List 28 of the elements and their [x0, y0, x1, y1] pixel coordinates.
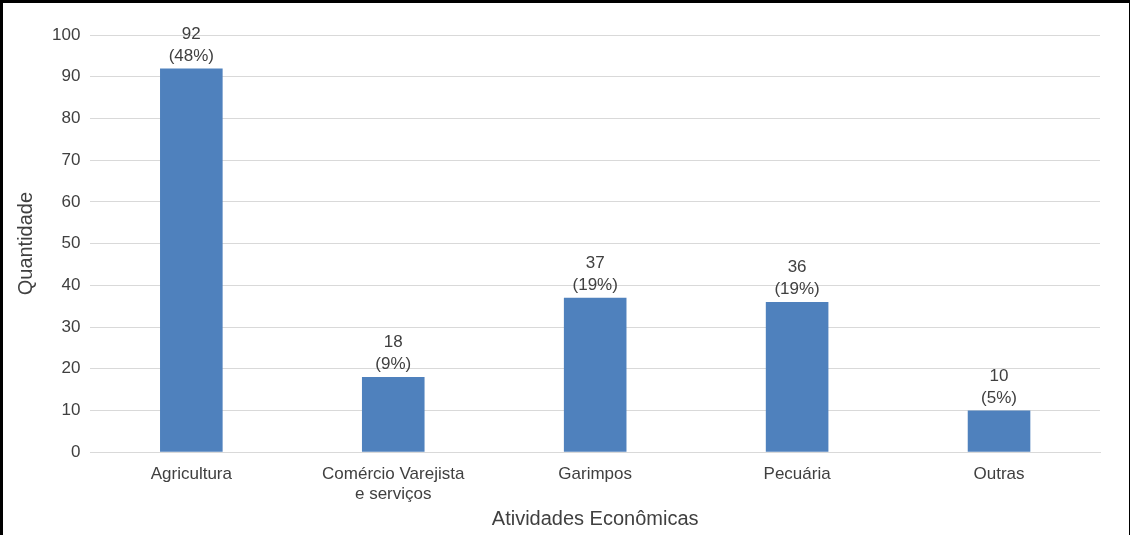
x-tick-label: Outras — [973, 464, 1025, 484]
data-label: 92 (48%) — [168, 23, 215, 65]
y-tick-label: 20 — [61, 358, 81, 378]
x-axis-title: Atividades Econômicas — [491, 506, 699, 529]
x-tick-label: Agricultura — [150, 464, 233, 484]
data-label: 18 (9%) — [375, 332, 412, 374]
y-tick-label: 60 — [61, 191, 81, 211]
bar — [563, 297, 627, 452]
data-label: 10 (5%) — [981, 365, 1017, 407]
x-tick-label: Comércio Varejista e serviços — [322, 464, 465, 504]
y-tick-label: 80 — [61, 108, 81, 128]
bar — [361, 377, 425, 452]
y-tick-label: 100 — [51, 24, 81, 44]
y-tick-label: 0 — [70, 441, 81, 461]
x-tick-label: Pecuária — [763, 464, 832, 484]
y-tick-label: 10 — [61, 400, 81, 420]
y-tick-label: 70 — [61, 149, 81, 169]
y-tick-label: 30 — [61, 316, 81, 336]
data-label: 36 (19%) — [774, 257, 820, 299]
y-axis-title: Quantidade — [13, 191, 36, 296]
bar — [765, 302, 829, 452]
bar — [967, 410, 1031, 452]
y-tick-label: 50 — [61, 233, 81, 253]
bar — [160, 68, 223, 452]
y-tick-label: 40 — [61, 275, 81, 295]
data-label: 37 (19%) — [572, 253, 618, 295]
y-tick-label: 90 — [61, 66, 81, 86]
x-tick-label: Garimpos — [558, 464, 633, 484]
